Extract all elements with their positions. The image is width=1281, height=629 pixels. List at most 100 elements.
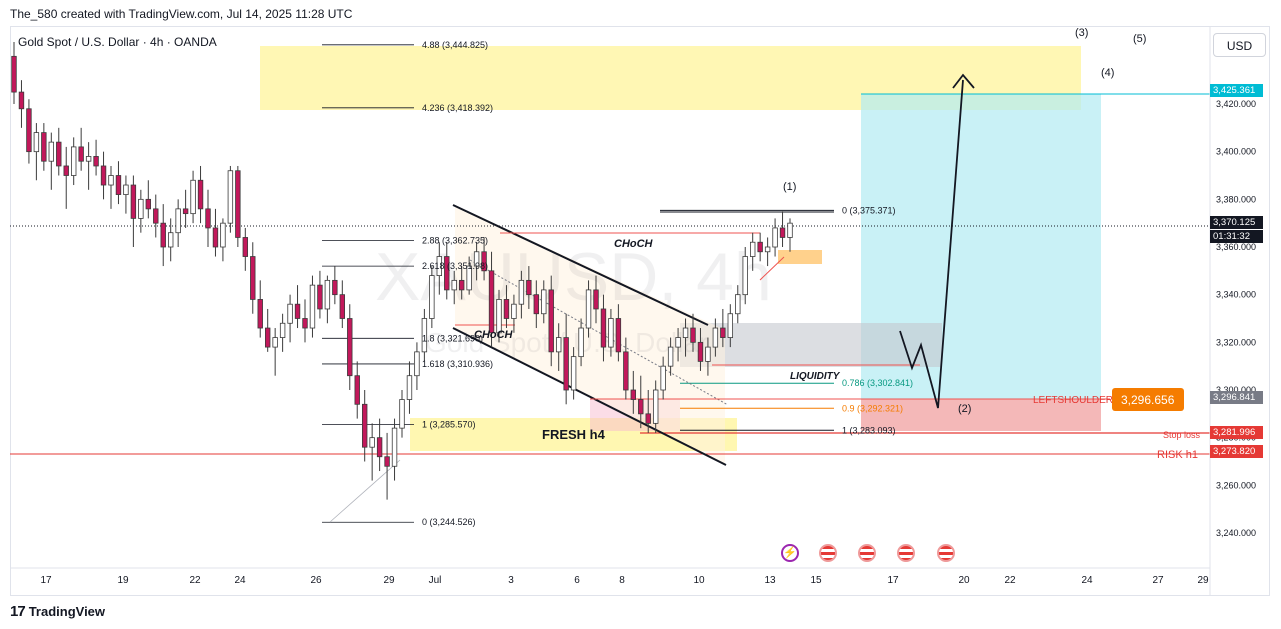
projection-arrowhead xyxy=(952,73,975,89)
fib-retracement-label: 0.786 (3,302.841) xyxy=(842,378,913,388)
candle-body xyxy=(742,256,748,296)
candle-body xyxy=(235,170,241,238)
candle-body xyxy=(436,256,443,276)
fresh-h4-label: FRESH h4 xyxy=(542,427,606,442)
zones-layer xyxy=(260,46,1101,465)
candle-body xyxy=(63,165,69,176)
candle-body xyxy=(115,175,122,195)
price-scale-label: 3,281.996 xyxy=(1210,425,1263,439)
y-axis-tick: 3,360.000 xyxy=(1216,242,1256,252)
fib-extension-label: 0 (3,244.526) xyxy=(422,517,476,527)
candle-body xyxy=(541,289,547,315)
fib-extension-label: 4.236 (3,418.392) xyxy=(422,103,493,113)
fib-retracement-label: 0.9 (3,292.321) xyxy=(842,403,903,413)
fib-extension-label: 1.8 (3,321.690) xyxy=(422,333,483,343)
symbol-title[interactable]: Gold Spot / U.S. Dollar · 4h · OANDA xyxy=(18,35,217,49)
candle-body xyxy=(294,303,301,319)
x-axis-tick: 20 xyxy=(958,575,970,586)
wave-4-label: (4) xyxy=(1101,67,1114,79)
trend-line xyxy=(759,256,785,281)
candle-body xyxy=(264,327,271,348)
candle-body xyxy=(212,227,219,248)
candle-body xyxy=(11,55,17,93)
liquidity-label: LIQUIDITY xyxy=(790,371,841,382)
candle-body xyxy=(250,256,256,300)
left-shoulder-badge xyxy=(1112,388,1184,411)
price-scale-label: 01:31:32 xyxy=(1210,229,1263,243)
candle-body xyxy=(220,222,226,248)
candle-body xyxy=(287,303,293,324)
candle-body xyxy=(257,299,263,329)
currency-button[interactable]: USD xyxy=(1213,33,1266,57)
fib-extension-label: 4.88 (3,444.825) xyxy=(422,40,488,50)
us-flag-event-icon[interactable] xyxy=(937,544,955,562)
x-axis-tick: 19 xyxy=(117,575,129,586)
candle-body xyxy=(638,399,644,415)
candle-body xyxy=(705,346,711,362)
wave-2-label: (2) xyxy=(958,403,971,415)
axis-layer: 3,240.0003,260.0003,280.0003,300.0003,32… xyxy=(10,26,1256,596)
candle-body xyxy=(444,256,450,291)
candle-body xyxy=(227,170,234,224)
candle-body xyxy=(466,265,472,291)
candle-body xyxy=(272,337,278,348)
candle-body xyxy=(391,427,398,467)
candle-body xyxy=(130,184,137,219)
candle-body xyxy=(458,279,465,291)
tradingview-logo[interactable]: 17 TradingView xyxy=(10,603,105,620)
candle-body xyxy=(26,108,32,153)
x-axis-tick: Jul xyxy=(429,575,442,586)
candle-body xyxy=(503,299,510,319)
y-axis-tick: 3,300.000 xyxy=(1216,385,1256,395)
candle-body xyxy=(533,294,540,315)
candle-body xyxy=(652,389,659,424)
candle-body xyxy=(108,175,114,186)
price-scale-label: 3,370.125 xyxy=(1210,215,1263,229)
x-axis-tick: 13 xyxy=(764,575,776,586)
orderblock-zone xyxy=(778,250,822,264)
channel-upper-line xyxy=(452,204,709,326)
risk-h1-label: RISK h1 xyxy=(1157,449,1198,461)
candle-body xyxy=(667,346,674,367)
fib-extension-label: 2.88 (3,362.735) xyxy=(422,235,488,245)
y-axis-tick: 3,320.000 xyxy=(1216,337,1256,347)
candle-body xyxy=(697,341,704,362)
candle-body xyxy=(727,313,734,338)
candle-body xyxy=(56,141,62,167)
candle-body xyxy=(630,389,637,400)
x-axis-tick: 26 xyxy=(310,575,322,586)
candle-body xyxy=(764,246,771,253)
us-flag-event-icon[interactable] xyxy=(897,544,915,562)
x-axis-tick: 27 xyxy=(1152,575,1164,586)
candle-body xyxy=(772,227,778,248)
candle-body xyxy=(175,208,181,234)
candle-body xyxy=(205,208,211,229)
candle-body xyxy=(623,351,629,391)
channel-mid-line xyxy=(469,259,729,406)
us-flag-event-icon[interactable] xyxy=(858,544,876,562)
candle-body xyxy=(735,294,741,315)
candle-body xyxy=(242,237,249,257)
x-axis-tick: 22 xyxy=(189,575,201,586)
chart-frame[interactable] xyxy=(10,26,1270,596)
candle-body xyxy=(451,279,457,291)
tradingview-brand: TradingView xyxy=(28,604,106,619)
candles-layer xyxy=(11,42,793,500)
y-axis-tick: 3,380.000 xyxy=(1216,194,1256,204)
left-shoulder-label: LEFTSHOULDER xyxy=(1033,395,1113,406)
candle-body xyxy=(645,413,651,424)
candle-body xyxy=(309,284,316,329)
x-axis-tick: 6 xyxy=(574,575,580,586)
wave-5-label: (5) xyxy=(1133,33,1146,45)
candle-body xyxy=(555,337,562,353)
x-axis-tick: 10 xyxy=(693,575,705,586)
candle-body xyxy=(593,289,599,310)
candle-body xyxy=(167,232,174,248)
earnings-event-icon[interactable]: ⚡ xyxy=(781,544,799,562)
us-flag-event-icon[interactable] xyxy=(819,544,837,562)
candle-body xyxy=(585,289,592,329)
x-axis-tick: 24 xyxy=(234,575,246,586)
candle-body xyxy=(70,146,77,176)
candle-body xyxy=(675,337,681,348)
